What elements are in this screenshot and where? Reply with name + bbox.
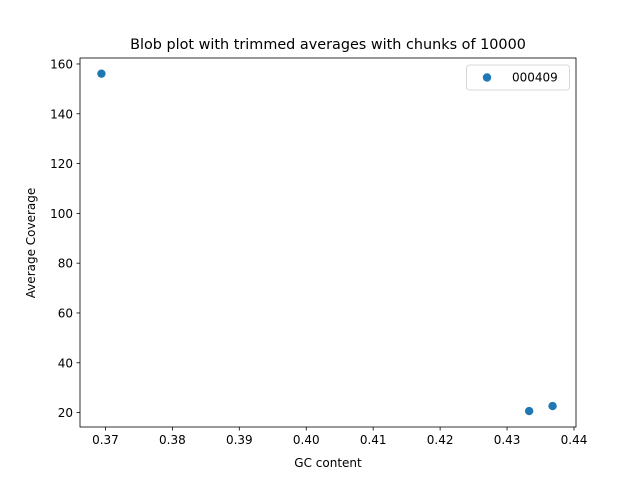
- x-tick-label: 0.44: [561, 433, 588, 447]
- y-tick-label: 140: [50, 107, 73, 121]
- x-tick-label: 0.42: [427, 433, 454, 447]
- x-tick-label: 0.41: [360, 433, 387, 447]
- y-tick-label: 160: [50, 57, 73, 71]
- legend-box: [466, 64, 570, 91]
- x-tick-label: 0.40: [293, 433, 320, 447]
- data-point: [97, 69, 106, 78]
- data-point: [548, 401, 557, 411]
- plot-frame: [79, 57, 577, 428]
- y-tick-label: 80: [58, 257, 73, 271]
- x-axis-label: GC content: [294, 456, 362, 470]
- data-point: [524, 406, 534, 416]
- y-tick-label: 40: [58, 356, 73, 370]
- chart-title: Blob plot with trimmed averages with chu…: [130, 37, 526, 53]
- x-tick-label: 0.43: [494, 433, 521, 447]
- x-tick-label: 0.37: [92, 433, 119, 447]
- y-tick-label: 100: [50, 207, 73, 221]
- y-tick-label: 120: [50, 157, 73, 171]
- legend-marker: [482, 73, 492, 82]
- y-tick-label: 60: [58, 306, 73, 320]
- legend-label: 000409: [512, 71, 558, 85]
- legend: 000409: [466, 64, 570, 91]
- y-tick-label: 20: [58, 406, 73, 420]
- x-tick-label: 0.39: [226, 433, 253, 447]
- y-axis-label: Average Coverage: [24, 188, 38, 299]
- x-tick-label: 0.38: [159, 433, 186, 447]
